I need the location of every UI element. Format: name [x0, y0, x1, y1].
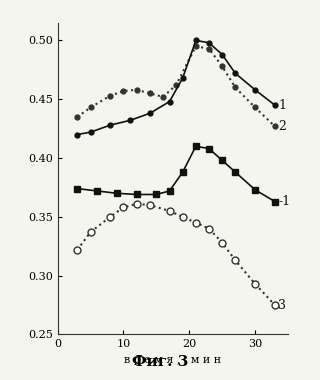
- Text: Фиг. 3: Фиг. 3: [132, 355, 188, 369]
- X-axis label: в р е м я ,   м и н: в р е м я , м и н: [124, 355, 221, 365]
- Text: -1: -1: [278, 195, 290, 208]
- Text: 1: 1: [278, 98, 286, 112]
- Text: 2: 2: [278, 120, 286, 133]
- Text: 3: 3: [278, 299, 286, 312]
